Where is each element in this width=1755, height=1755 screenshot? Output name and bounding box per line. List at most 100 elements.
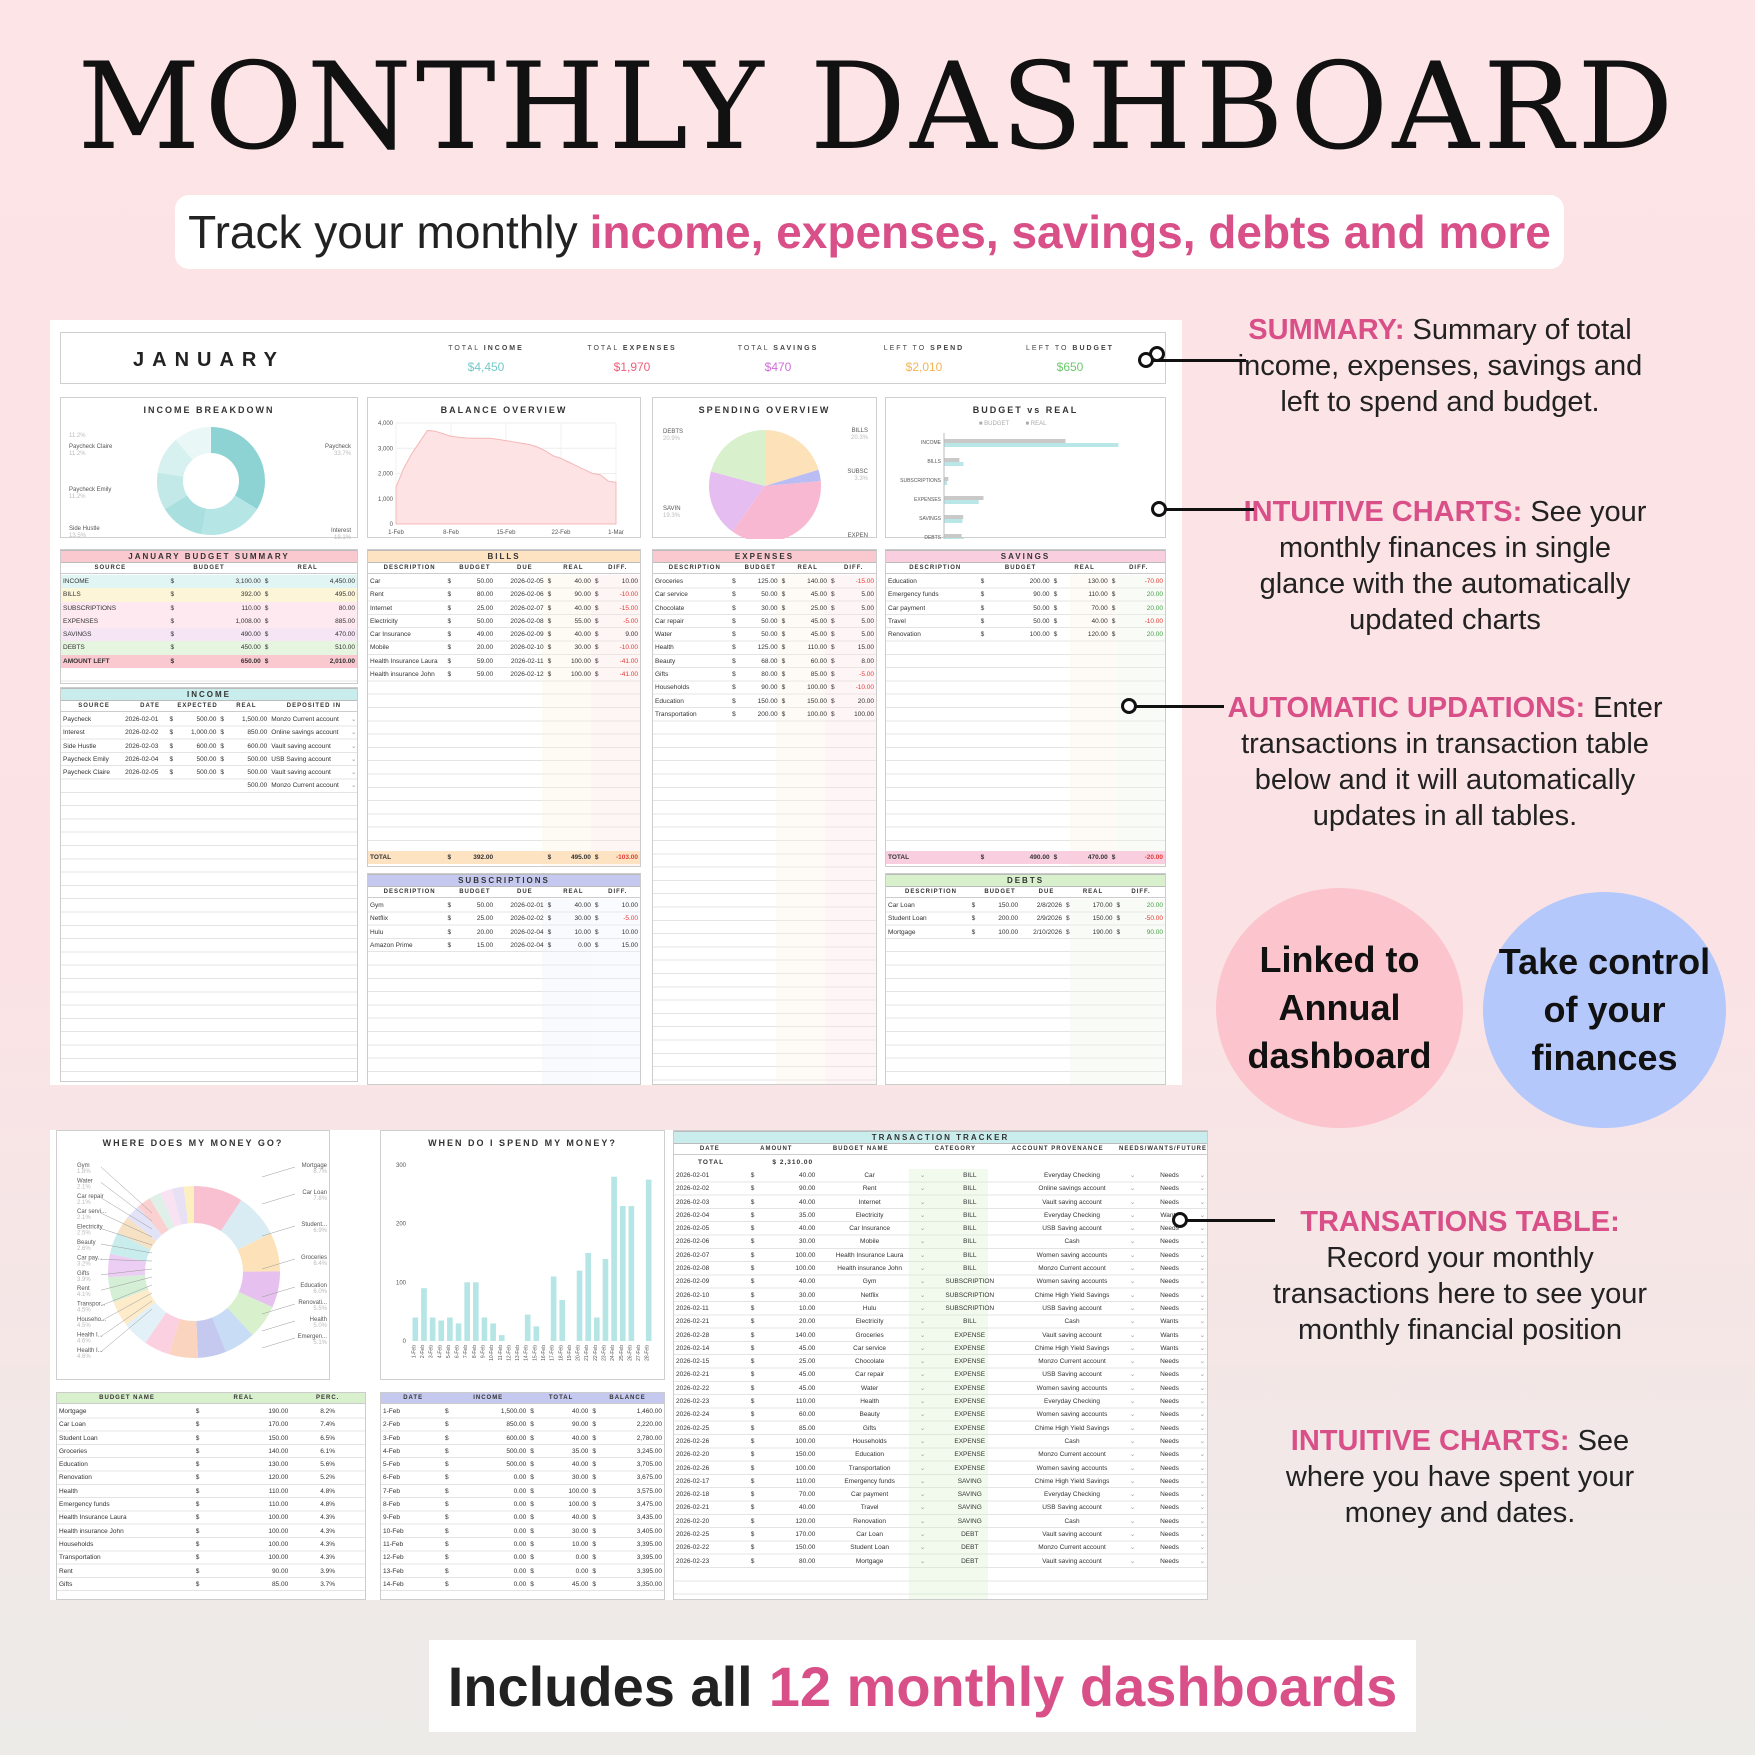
dropdown-icon[interactable]: ⌄ (919, 1185, 926, 1193)
dropdown-icon[interactable]: ⌄ (1199, 1517, 1206, 1525)
dropdown-icon[interactable]: ⌄ (1199, 1398, 1206, 1406)
dropdown-icon[interactable]: ⌄ (1199, 1331, 1206, 1339)
dropdown-icon[interactable]: ⌄ (919, 1265, 926, 1273)
dropdown-icon[interactable]: ⌄ (919, 1198, 926, 1206)
dropdown-icon[interactable]: ⌄ (351, 729, 357, 737)
dropdown-icon[interactable]: ⌄ (919, 1491, 926, 1499)
dropdown-icon[interactable]: ⌄ (1129, 1424, 1136, 1432)
dropdown-icon[interactable]: ⌄ (1199, 1384, 1206, 1392)
dropdown-icon[interactable]: ⌄ (1129, 1411, 1136, 1419)
dropdown-icon[interactable]: ⌄ (919, 1251, 926, 1259)
dropdown-icon[interactable]: ⌄ (919, 1318, 926, 1326)
dropdown-icon[interactable]: ⌄ (1129, 1544, 1136, 1552)
dropdown-icon[interactable]: ⌄ (919, 1211, 926, 1219)
dropdown-icon[interactable]: ⌄ (1199, 1211, 1206, 1219)
dropdown-icon[interactable]: ⌄ (1129, 1185, 1136, 1193)
dropdown-icon[interactable]: ⌄ (1129, 1172, 1136, 1179)
dropdown-icon[interactable]: ⌄ (1129, 1304, 1136, 1312)
dropdown-icon[interactable]: ⌄ (919, 1504, 926, 1512)
dropdown-icon[interactable]: ⌄ (1199, 1238, 1206, 1246)
dropdown-icon[interactable]: ⌄ (1199, 1557, 1206, 1565)
dropdown-icon[interactable]: ⌄ (919, 1331, 926, 1339)
dropdown-icon[interactable]: ⌄ (1129, 1344, 1136, 1352)
dropdown-icon[interactable]: ⌄ (1199, 1491, 1206, 1499)
dropdown-icon[interactable]: ⌄ (1199, 1451, 1206, 1459)
dropdown-icon[interactable]: ⌄ (1129, 1451, 1136, 1459)
dropdown-icon[interactable]: ⌄ (1129, 1557, 1136, 1565)
dropdown-icon[interactable]: ⌄ (919, 1531, 926, 1539)
dropdown-icon[interactable]: ⌄ (919, 1517, 926, 1525)
dropdown-icon[interactable]: ⌄ (351, 716, 357, 723)
dropdown-icon[interactable]: ⌄ (1199, 1544, 1206, 1552)
dropdown-icon[interactable]: ⌄ (1199, 1531, 1206, 1539)
dropdown-icon[interactable]: ⌄ (1129, 1198, 1136, 1206)
dropdown-icon[interactable]: ⌄ (1129, 1371, 1136, 1379)
dropdown-icon[interactable]: ⌄ (1129, 1291, 1136, 1299)
leader-line (100, 1212, 153, 1238)
dropdown-icon[interactable]: ⌄ (919, 1477, 926, 1485)
dropdown-icon[interactable]: ⌄ (1129, 1238, 1136, 1246)
dropdown-icon[interactable]: ⌄ (1199, 1225, 1206, 1233)
dropdown-icon[interactable]: ⌄ (1199, 1278, 1206, 1286)
dropdown-icon[interactable]: ⌄ (1199, 1424, 1206, 1432)
dropdown-icon[interactable]: ⌄ (1199, 1477, 1206, 1485)
dropdown-icon[interactable]: ⌄ (1199, 1291, 1206, 1299)
dropdown-icon[interactable]: ⌄ (1129, 1517, 1136, 1525)
dropdown-icon[interactable]: ⌄ (1199, 1371, 1206, 1379)
dropdown-icon[interactable]: ⌄ (1199, 1251, 1206, 1259)
dropdown-icon[interactable]: ⌄ (919, 1437, 926, 1445)
dropdown-icon[interactable]: ⌄ (1199, 1437, 1206, 1445)
dropdown-icon[interactable]: ⌄ (1199, 1185, 1206, 1193)
dropdown-icon[interactable]: ⌄ (1129, 1318, 1136, 1326)
dropdown-icon[interactable]: ⌄ (1129, 1211, 1136, 1219)
dropdown-icon[interactable]: ⌄ (1129, 1398, 1136, 1406)
dropdown-icon[interactable]: ⌄ (919, 1291, 926, 1299)
dropdown-icon[interactable]: ⌄ (919, 1398, 926, 1406)
table-cell: $ (594, 657, 599, 665)
dropdown-icon[interactable]: ⌄ (1199, 1344, 1206, 1352)
dropdown-icon[interactable]: ⌄ (1199, 1411, 1206, 1419)
dropdown-icon[interactable]: ⌄ (919, 1464, 926, 1472)
dropdown-icon[interactable]: ⌄ (1199, 1304, 1206, 1312)
dropdown-icon[interactable]: ⌄ (919, 1384, 926, 1392)
dropdown-icon[interactable]: ⌄ (1199, 1318, 1206, 1326)
dropdown-icon[interactable]: ⌄ (1129, 1384, 1136, 1392)
dropdown-icon[interactable]: ⌄ (351, 782, 357, 790)
dropdown-icon[interactable]: ⌄ (919, 1344, 926, 1352)
dropdown-icon[interactable]: ⌄ (1129, 1531, 1136, 1539)
dropdown-icon[interactable]: ⌄ (919, 1557, 926, 1565)
dropdown-icon[interactable]: ⌄ (1129, 1278, 1136, 1286)
table-cell: $ (750, 1464, 755, 1472)
dropdown-icon[interactable]: ⌄ (919, 1544, 926, 1552)
dropdown-icon[interactable]: ⌄ (1129, 1265, 1136, 1273)
dropdown-icon[interactable]: ⌄ (919, 1304, 926, 1312)
dropdown-icon[interactable]: ⌄ (919, 1424, 926, 1432)
dropdown-icon[interactable]: ⌄ (919, 1225, 926, 1233)
dropdown-icon[interactable]: ⌄ (919, 1278, 926, 1286)
dropdown-icon[interactable]: ⌄ (919, 1358, 926, 1366)
dropdown-icon[interactable]: ⌄ (1129, 1225, 1136, 1233)
dropdown-icon[interactable]: ⌄ (1129, 1491, 1136, 1499)
dropdown-icon[interactable]: ⌄ (919, 1411, 926, 1419)
dropdown-icon[interactable]: ⌄ (1199, 1265, 1206, 1273)
dropdown-icon[interactable]: ⌄ (1199, 1358, 1206, 1366)
dropdown-icon[interactable]: ⌄ (1129, 1504, 1136, 1512)
dropdown-icon[interactable]: ⌄ (1129, 1251, 1136, 1259)
dropdown-icon[interactable]: ⌄ (919, 1371, 926, 1379)
dropdown-icon[interactable]: ⌄ (1129, 1437, 1136, 1445)
dropdown-icon[interactable]: ⌄ (1129, 1464, 1136, 1472)
dropdown-icon[interactable]: ⌄ (1129, 1358, 1136, 1366)
dropdown-icon[interactable]: ⌄ (1199, 1172, 1206, 1179)
dropdown-icon[interactable]: ⌄ (351, 755, 357, 763)
table-cell: $ (750, 1318, 755, 1326)
dropdown-icon[interactable]: ⌄ (919, 1451, 926, 1459)
dropdown-icon[interactable]: ⌄ (919, 1172, 926, 1179)
dropdown-icon[interactable]: ⌄ (1199, 1198, 1206, 1206)
dropdown-icon[interactable]: ⌄ (1199, 1504, 1206, 1512)
dropdown-icon[interactable]: ⌄ (351, 742, 357, 750)
dropdown-icon[interactable]: ⌄ (1129, 1477, 1136, 1485)
dropdown-icon[interactable]: ⌄ (1129, 1331, 1136, 1339)
dropdown-icon[interactable]: ⌄ (351, 769, 357, 777)
dropdown-icon[interactable]: ⌄ (919, 1238, 926, 1246)
dropdown-icon[interactable]: ⌄ (1199, 1464, 1206, 1472)
